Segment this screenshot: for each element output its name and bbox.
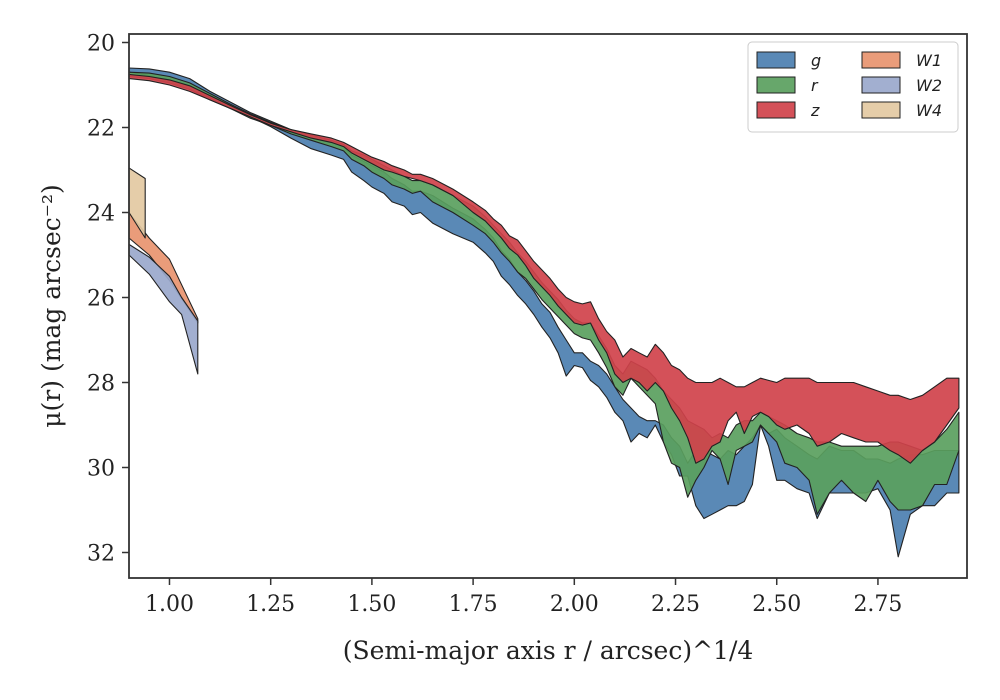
legend-swatch-g — [756, 51, 796, 69]
y-tick-label: 24 — [87, 202, 115, 227]
legend-label-w4: W4 — [916, 101, 942, 120]
legend-swatch-w4 — [861, 101, 901, 119]
legend-label-g: g — [811, 51, 821, 70]
x-tick-label: 1.00 — [145, 592, 194, 617]
legend-label-r: r — [811, 76, 819, 95]
x-tick-label: 1.50 — [347, 592, 396, 617]
legend-label-z: z — [810, 101, 820, 120]
x-axis-label: (Semi-major axis r / arcsec)^1/4 — [343, 636, 754, 665]
bands-layer — [128, 67, 960, 558]
y-tick-label: 28 — [87, 372, 115, 397]
x-tick-label: 2.75 — [853, 592, 902, 617]
legend: grz W1 W2 W4 — [747, 41, 959, 133]
x-tick-label: 2.25 — [651, 592, 700, 617]
legend-swatch-z — [756, 101, 796, 119]
y-axis-label: μ(r) (mag arcsec⁻²) — [37, 184, 66, 427]
y-axis: 20 22 24 26 28 30 32 — [87, 32, 129, 567]
x-axis: 1.00 1.25 1.50 1.75 2.00 2.25 2.50 2.75 — [145, 578, 902, 617]
plot-frame — [128, 33, 968, 579]
y-tick-label: 20 — [87, 32, 115, 57]
y-tick-label: 22 — [87, 117, 115, 142]
y-tick-label: 26 — [87, 287, 115, 312]
band-z — [128, 73, 960, 464]
legend-swatch-w2 — [861, 76, 901, 94]
x-tick-label: 1.25 — [246, 592, 295, 617]
legend-label-w1: W1 — [916, 51, 942, 70]
legend-frame — [747, 41, 959, 133]
x-tick-label: 1.75 — [449, 592, 498, 617]
legend-label-w2: W2 — [916, 76, 942, 95]
band-w2 — [128, 243, 199, 375]
legend-swatch-w1 — [861, 51, 901, 69]
x-tick-label: 2.50 — [752, 592, 801, 617]
y-tick-label: 32 — [87, 542, 115, 567]
x-tick-label: 2.00 — [550, 592, 599, 617]
band-r — [128, 71, 960, 515]
legend-swatch-r — [756, 76, 796, 94]
y-tick-label: 30 — [87, 457, 115, 482]
